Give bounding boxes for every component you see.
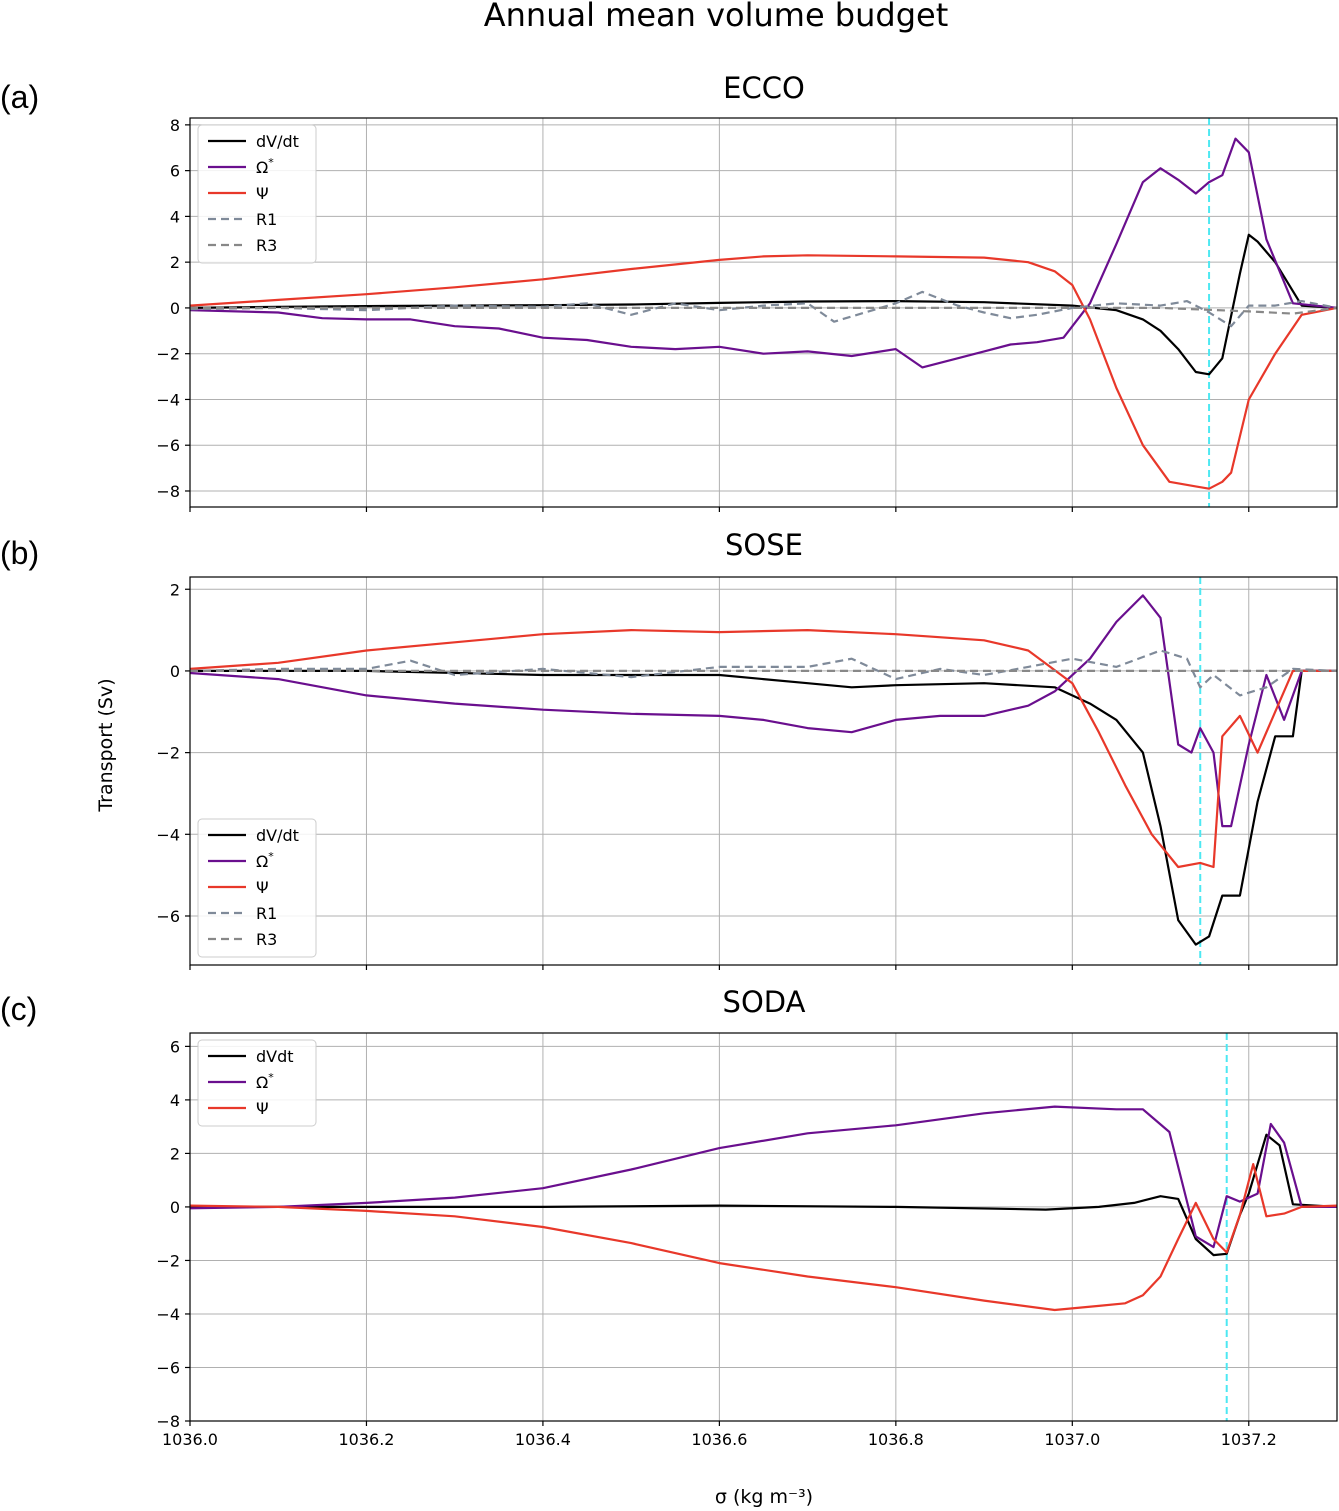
x-tick-label: 1036.6	[691, 1430, 747, 1449]
series-line-R3	[190, 306, 1337, 315]
legend-frame	[197, 818, 317, 958]
legend-label: R3	[256, 930, 277, 949]
y-tick-label: 2	[170, 253, 180, 272]
axes-frame	[189, 117, 1338, 508]
panel-label: (c)	[0, 991, 37, 1027]
series-line-dVdt	[190, 233, 1337, 376]
y-tick-label: 4	[170, 207, 180, 226]
y-tick-label: −4	[156, 1305, 180, 1324]
x-tick-label: 1036.8	[868, 1430, 924, 1449]
y-tick-label: −4	[156, 825, 180, 844]
figure-suptitle: Annual mean volume budget	[484, 0, 949, 34]
y-tick-label: −2	[156, 345, 180, 364]
legend-label: Ψ	[256, 878, 269, 897]
legend-label: R1	[256, 904, 277, 923]
y-tick-label: 8	[170, 116, 180, 135]
y-tick-label: 6	[170, 1037, 180, 1056]
y-tick-label: −2	[156, 1251, 180, 1270]
series-line-	[190, 137, 1337, 369]
legend-label: dV/dt	[256, 132, 299, 151]
panel-soda: (c) SODA 1036.0 1036.2 1036.4 1036.6 1036.8 1…	[0, 985, 1338, 1449]
series-line-	[190, 594, 1337, 828]
y-tick-label: −8	[156, 482, 180, 501]
panel-title: SODA	[723, 985, 806, 1019]
series-group	[190, 594, 1337, 946]
series-line-	[190, 1162, 1337, 1312]
series-line-dVdt	[190, 669, 1337, 946]
axes-frame	[189, 1032, 1338, 1422]
y-tick-label: −6	[156, 907, 180, 926]
panel-label: (b)	[0, 535, 39, 571]
legend-label: dVdt	[256, 1047, 294, 1066]
x-tick-label: 1036.2	[338, 1430, 394, 1449]
series-line-	[190, 628, 1337, 869]
axes-frame	[189, 576, 1338, 966]
panel-title: SOSE	[725, 528, 803, 562]
series-group	[190, 1105, 1337, 1312]
y-tick-label: 0	[170, 1198, 180, 1217]
legend-label: dV/dt	[256, 826, 299, 845]
y-tick-label: 0	[170, 299, 180, 318]
series-line-dVdt	[190, 1133, 1337, 1257]
y-tick-label: −6	[156, 1358, 180, 1377]
y-tick-label: −6	[156, 436, 180, 455]
x-axis-label: σ (kg m⁻³)	[715, 1486, 813, 1508]
series-group	[190, 137, 1337, 490]
legend-label: R3	[256, 236, 277, 255]
x-tick-label: 1037.2	[1221, 1430, 1277, 1449]
y-tick-label: 6	[170, 162, 180, 181]
legend-label: Ψ	[256, 184, 269, 203]
y-tick-label: −2	[156, 744, 180, 763]
y-axis-label: Transport (Sv)	[95, 678, 117, 812]
legend-label: Ψ	[256, 1099, 269, 1118]
legend-frame	[197, 1039, 317, 1127]
legend-frame	[197, 124, 317, 264]
series-line-	[190, 254, 1337, 490]
x-tick-label: 1037.0	[1044, 1430, 1100, 1449]
y-tick-label: 4	[170, 1091, 180, 1110]
y-tick-label: −4	[156, 390, 180, 409]
y-tick-label: −8	[156, 1412, 180, 1431]
x-tick-label: 1036.0	[162, 1430, 218, 1449]
y-tick-label: 2	[170, 1144, 180, 1163]
legend-label: R1	[256, 210, 277, 229]
panel-label: (a)	[0, 79, 39, 115]
series-line-	[190, 1105, 1337, 1249]
y-tick-label: 0	[170, 662, 180, 681]
series-line-R1	[190, 290, 1337, 328]
x-tick-label: 1036.4	[515, 1430, 571, 1449]
panel-title: ECCO	[723, 71, 805, 105]
y-tick-label: 2	[170, 580, 180, 599]
